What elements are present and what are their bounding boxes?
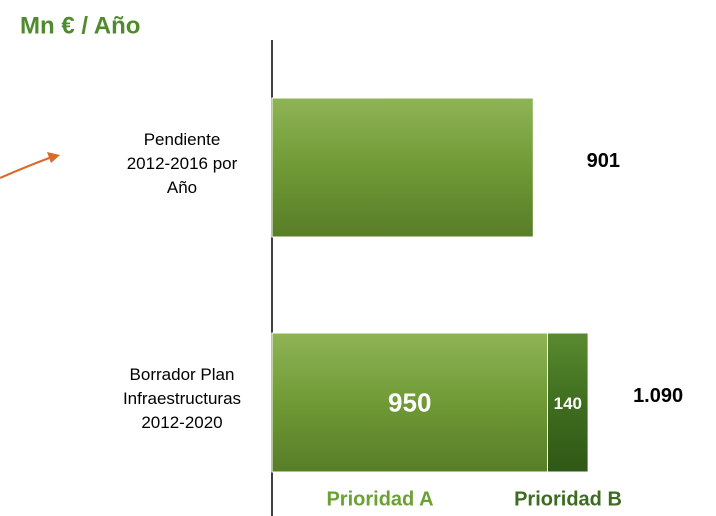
arrow-head [47, 152, 60, 163]
value-label: 140 [554, 394, 582, 413]
category-label: Pendiente [144, 130, 221, 149]
category-label: 2012-2020 [141, 413, 222, 432]
category-label: Borrador Plan [130, 365, 235, 384]
bar-segment [271, 332, 548, 473]
total-label: 901 [587, 150, 620, 172]
category-label: 2012-2016 por [127, 154, 238, 173]
category-label: Año [167, 178, 197, 197]
total-label: 1.090 [633, 385, 683, 407]
arrow [0, 156, 53, 179]
bar-segment [547, 332, 589, 473]
category-label: Infraestructuras [123, 389, 241, 408]
value-label: 950 [388, 387, 431, 417]
legend-label: Prioridad B [514, 488, 622, 510]
bar-segment [271, 97, 534, 238]
legend-label: Prioridad A [326, 488, 433, 510]
chart-title: Mn € / Año [20, 12, 140, 39]
